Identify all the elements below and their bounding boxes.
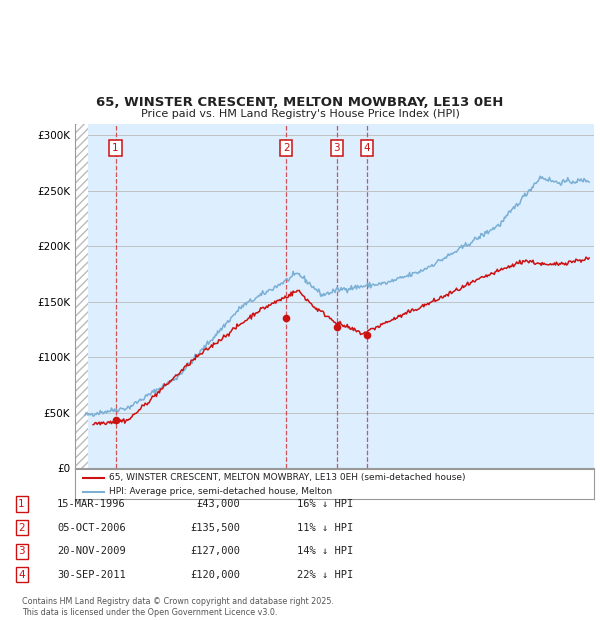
Text: 2: 2 <box>18 523 25 533</box>
Text: 65, WINSTER CRESCENT, MELTON MOWBRAY, LE13 0EH (semi-detached house): 65, WINSTER CRESCENT, MELTON MOWBRAY, LE… <box>109 473 465 482</box>
Text: £43,000: £43,000 <box>196 499 240 509</box>
Text: 1: 1 <box>112 143 119 153</box>
Text: Price paid vs. HM Land Registry's House Price Index (HPI): Price paid vs. HM Land Registry's House … <box>140 109 460 119</box>
Text: 65, WINSTER CRESCENT, MELTON MOWBRAY, LE13 0EH: 65, WINSTER CRESCENT, MELTON MOWBRAY, LE… <box>97 96 503 109</box>
Text: 4: 4 <box>364 143 370 153</box>
Text: 14% ↓ HPI: 14% ↓ HPI <box>297 546 353 556</box>
Text: HPI: Average price, semi-detached house, Melton: HPI: Average price, semi-detached house,… <box>109 487 332 496</box>
Text: 3: 3 <box>18 546 25 556</box>
Text: 11% ↓ HPI: 11% ↓ HPI <box>297 523 353 533</box>
Text: £127,000: £127,000 <box>190 546 240 556</box>
Text: 4: 4 <box>18 570 25 580</box>
Text: £120,000: £120,000 <box>190 570 240 580</box>
Text: 1: 1 <box>18 499 25 509</box>
Text: £135,500: £135,500 <box>190 523 240 533</box>
Text: 16% ↓ HPI: 16% ↓ HPI <box>297 499 353 509</box>
Text: 05-OCT-2006: 05-OCT-2006 <box>57 523 126 533</box>
Text: Contains HM Land Registry data © Crown copyright and database right 2025.
This d: Contains HM Land Registry data © Crown c… <box>22 598 334 617</box>
Text: 20-NOV-2009: 20-NOV-2009 <box>57 546 126 556</box>
Text: 3: 3 <box>334 143 340 153</box>
Text: 15-MAR-1996: 15-MAR-1996 <box>57 499 126 509</box>
Text: 30-SEP-2011: 30-SEP-2011 <box>57 570 126 580</box>
Text: 22% ↓ HPI: 22% ↓ HPI <box>297 570 353 580</box>
Text: 2: 2 <box>283 143 289 153</box>
